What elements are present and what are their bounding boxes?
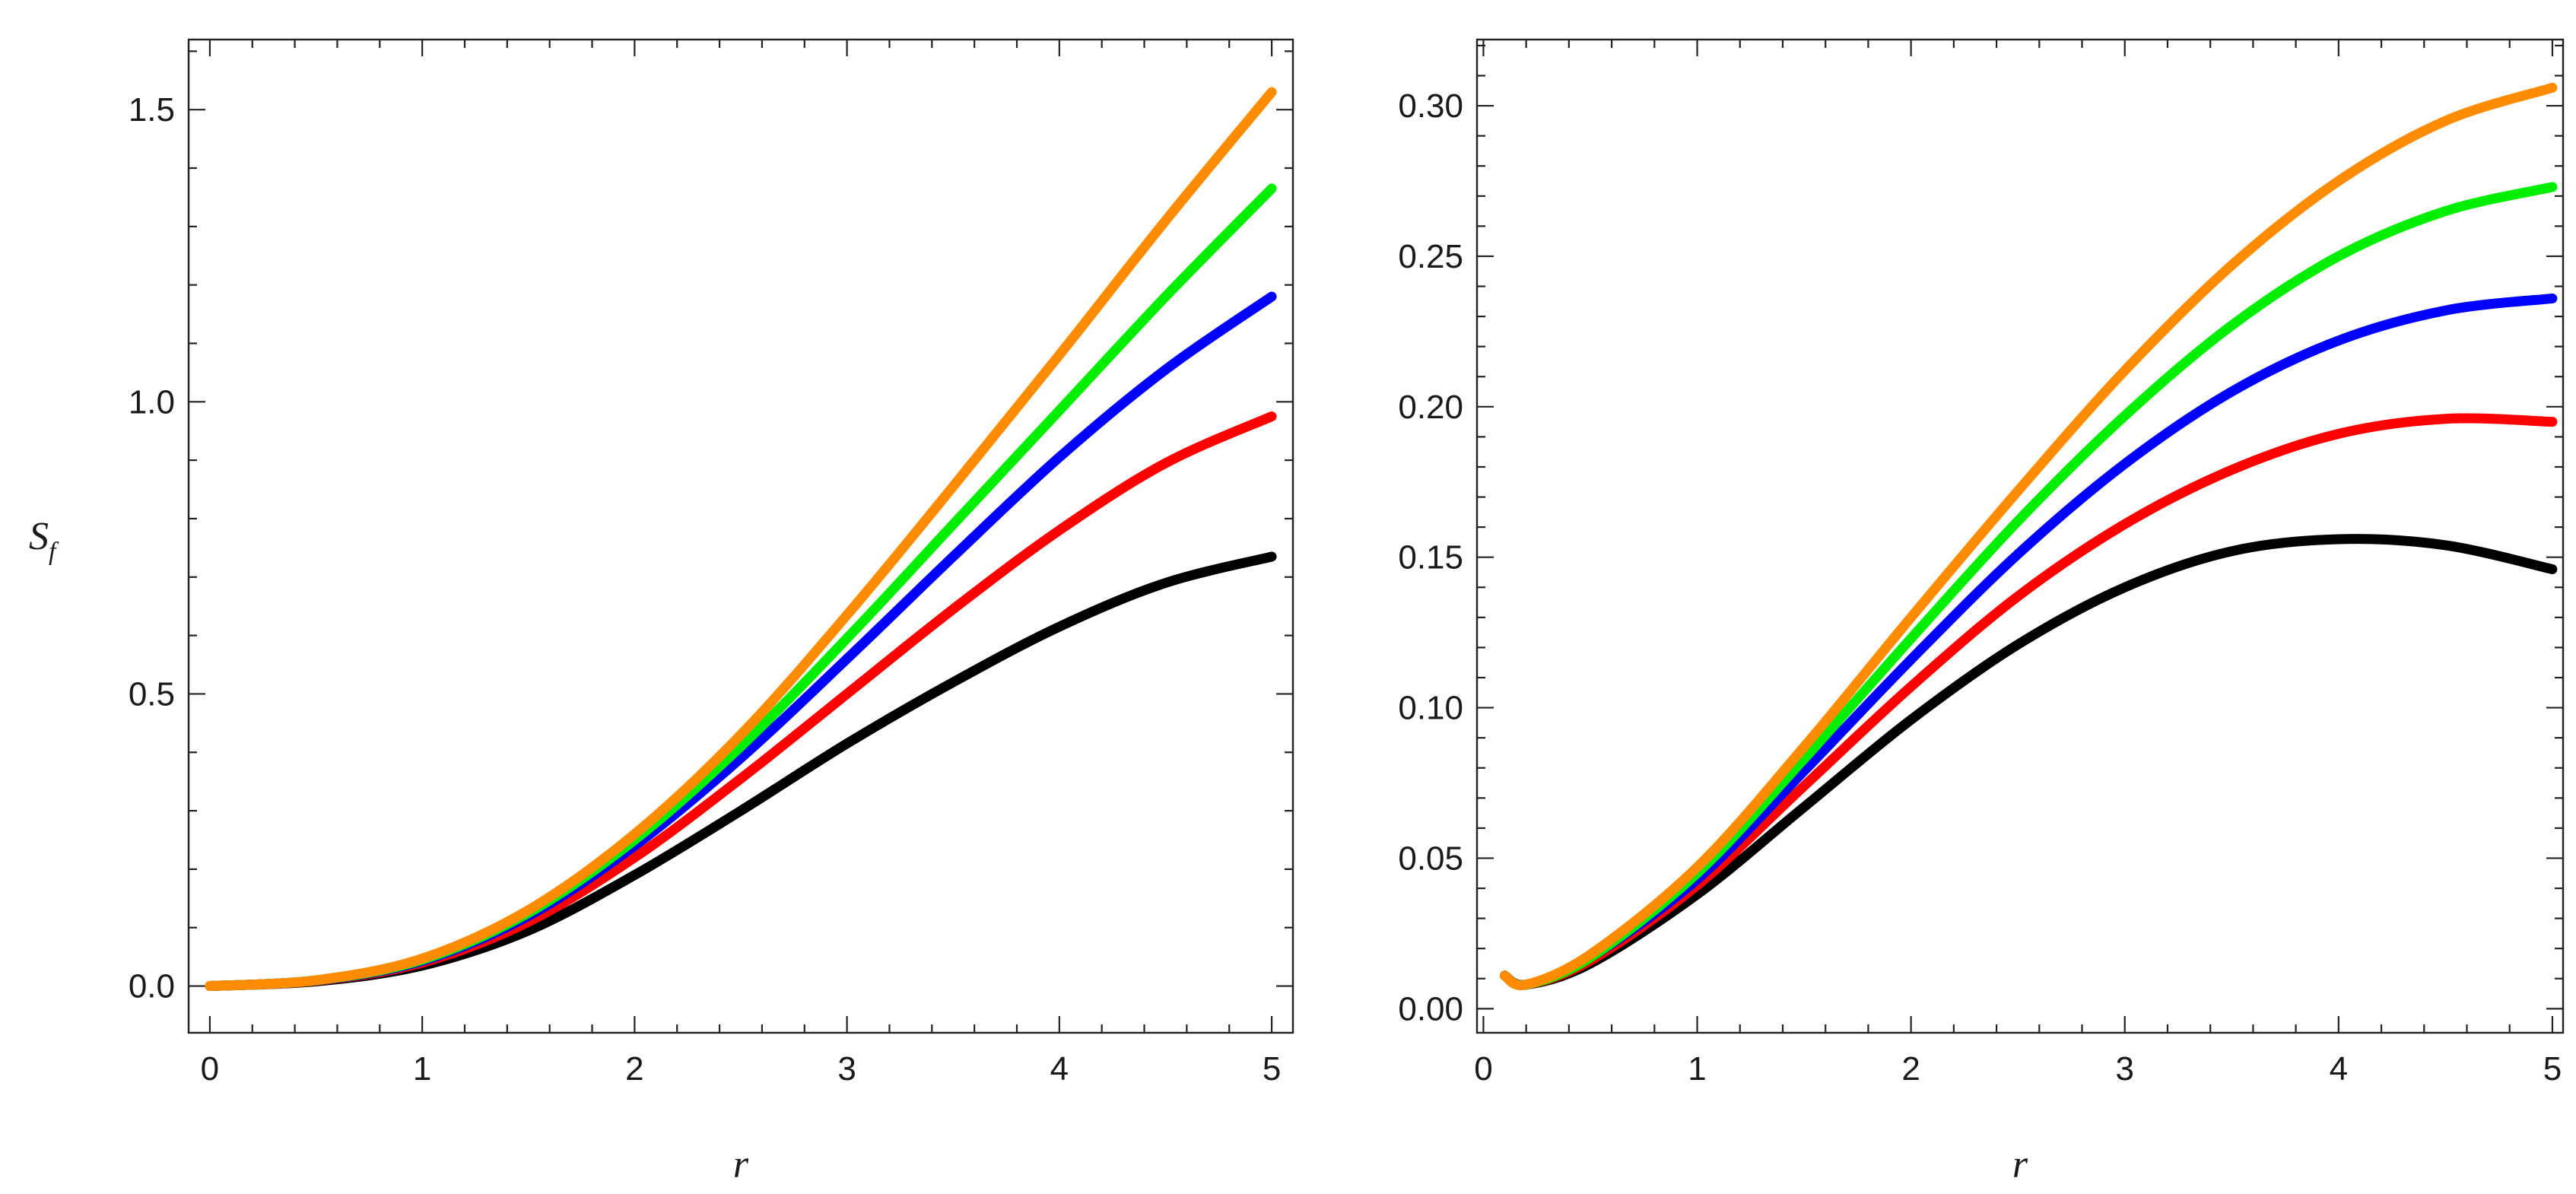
- plot-frame: [187, 38, 1294, 1034]
- series-line-orange: [1500, 82, 2558, 991]
- y-tick-label: 0.10: [1398, 690, 1463, 727]
- x-tick-label: 0: [201, 1050, 219, 1088]
- chart-panel-2: 0 1 2 3 4 5 0.00 0.05 0.10 0.15 0.20 0.25 0.30 r: [1398, 38, 2565, 1186]
- series-line-blue: [205, 291, 1277, 991]
- x-tick-label: 2: [625, 1050, 643, 1088]
- series-line-green: [205, 183, 1277, 991]
- y-tick-label: 0.25: [1398, 238, 1463, 275]
- x-axis-label: r: [2012, 1143, 2028, 1186]
- x-tick-label: 5: [1263, 1050, 1281, 1088]
- plot-frame: [1475, 38, 2565, 1034]
- y-tick-label: 0.0: [129, 968, 175, 1005]
- y-axis-label-main: S: [29, 515, 49, 558]
- x-tick-label: 3: [837, 1050, 856, 1088]
- x-tick-label: 5: [2543, 1050, 2562, 1088]
- series-line-black: [205, 551, 1277, 991]
- y-axis-label: Sf: [29, 515, 59, 566]
- x-tick-label: 0: [1474, 1050, 1492, 1088]
- y-tick-label: 0.05: [1398, 840, 1463, 877]
- y-tick-label: 0.5: [129, 675, 175, 713]
- y-tick-label: 0.20: [1398, 389, 1463, 426]
- series-line-orange: [205, 87, 1277, 991]
- x-tick-label: 1: [413, 1050, 431, 1088]
- x-tick-label: 2: [1901, 1050, 1920, 1088]
- y-axis-label-subscript: f: [49, 538, 59, 566]
- x-tick-label: 4: [1050, 1050, 1069, 1088]
- x-tick-label: 3: [2115, 1050, 2133, 1088]
- y-tick-label: 0.15: [1398, 539, 1463, 576]
- y-tick-label: 0.00: [1398, 990, 1463, 1027]
- x-tick-label: 4: [2330, 1050, 2348, 1088]
- y-tick-label: 1.0: [129, 383, 175, 421]
- chart-panel-1: 0 1 2 3 4 5 0.0 0.5 1.0 1.5 r Sf: [29, 38, 1294, 1186]
- y-tick-label: 0.30: [1398, 87, 1463, 125]
- x-tick-label: 1: [1688, 1050, 1706, 1088]
- series-line-red: [205, 411, 1277, 991]
- y-tick-label: 1.5: [129, 91, 175, 129]
- x-axis-label: r: [733, 1143, 749, 1186]
